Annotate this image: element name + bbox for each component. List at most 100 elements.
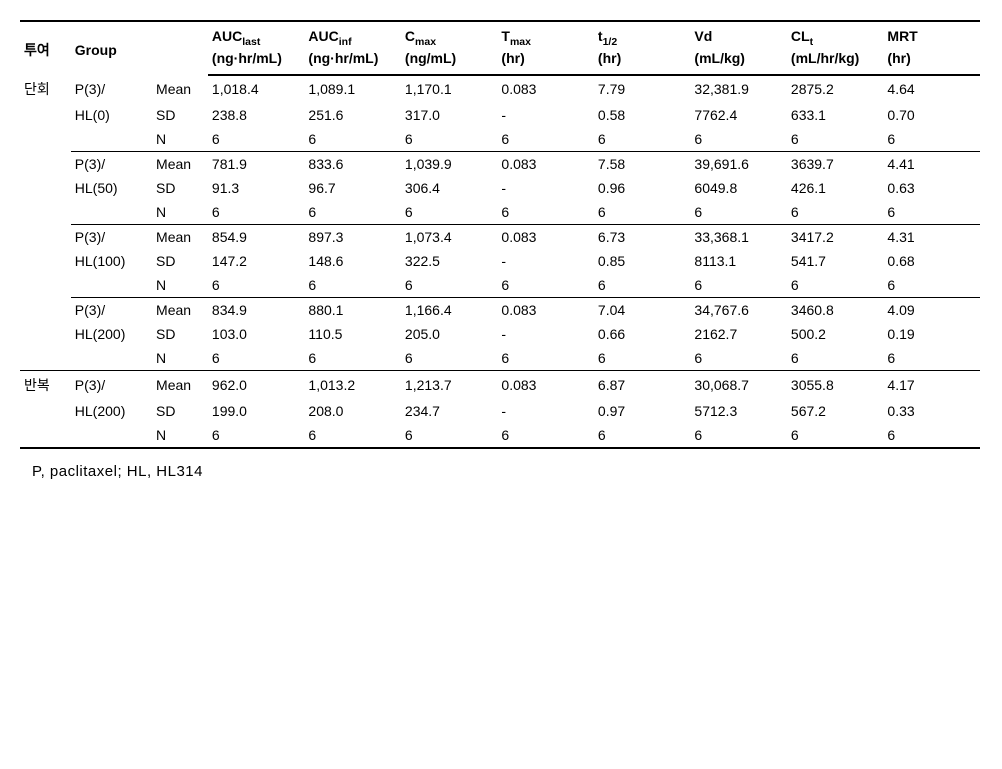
cell-admin — [20, 249, 71, 273]
cell-value: 5712.3 — [690, 399, 787, 423]
cell-value: 199.0 — [208, 399, 305, 423]
cell-stat: N — [152, 423, 208, 448]
col-header-cmax: Cmax — [401, 21, 498, 50]
cell-value: 0.70 — [883, 103, 980, 127]
cell-value: 110.5 — [304, 322, 401, 346]
cell-stat: SD — [152, 399, 208, 423]
cell-value: 148.6 — [304, 249, 401, 273]
table-header: 투여 Group AUClast AUCinf Cmax Tmax t1/2 V… — [20, 21, 980, 75]
cell-value: 6 — [401, 346, 498, 371]
cell-value: - — [497, 399, 594, 423]
cell-value: - — [497, 322, 594, 346]
pk-table-container: 투여 Group AUClast AUCinf Cmax Tmax t1/2 V… — [20, 20, 980, 449]
cell-value: 6 — [690, 273, 787, 298]
cell-value: 32,381.9 — [690, 75, 787, 103]
cell-value: 633.1 — [787, 103, 884, 127]
cell-value: 6 — [497, 200, 594, 225]
cell-value: 6 — [208, 273, 305, 298]
cell-value: 6.73 — [594, 224, 691, 249]
table-row: N66666666 — [20, 346, 980, 371]
cell-value: 6 — [304, 200, 401, 225]
cell-value: 251.6 — [304, 103, 401, 127]
cell-value: 6 — [787, 346, 884, 371]
col-unit-aucinf: (ng·hr/mL) — [304, 50, 401, 75]
cell-value: 3417.2 — [787, 224, 884, 249]
cell-value: 103.0 — [208, 322, 305, 346]
cell-value: 6 — [690, 423, 787, 448]
col-unit-mrt: (hr) — [883, 50, 980, 75]
cell-value: 854.9 — [208, 224, 305, 249]
cell-value: 2162.7 — [690, 322, 787, 346]
cell-value: 0.083 — [497, 370, 594, 399]
cell-value: 6 — [208, 127, 305, 152]
table-row: HL(200)SD103.0110.5205.0-0.662162.7500.2… — [20, 322, 980, 346]
cell-value: 500.2 — [787, 322, 884, 346]
cell-stat: Mean — [152, 224, 208, 249]
cell-value: 0.68 — [883, 249, 980, 273]
cell-value: 0.083 — [497, 297, 594, 322]
cell-value: 833.6 — [304, 151, 401, 176]
cell-value: 834.9 — [208, 297, 305, 322]
cell-value: 6 — [883, 273, 980, 298]
cell-admin — [20, 297, 71, 322]
cell-value: 6 — [304, 423, 401, 448]
cell-value: 7.79 — [594, 75, 691, 103]
cell-value: 8113.1 — [690, 249, 787, 273]
cell-stat: SD — [152, 103, 208, 127]
cell-value: 96.7 — [304, 176, 401, 200]
col-header-stat — [152, 21, 208, 75]
cell-value: 6 — [787, 423, 884, 448]
col-header-group: Group — [71, 21, 152, 75]
cell-value: 1,039.9 — [401, 151, 498, 176]
cell-value: 1,170.1 — [401, 75, 498, 103]
cell-value: 6 — [883, 200, 980, 225]
cell-group: HL(0) — [71, 103, 152, 127]
cell-value: 6 — [690, 127, 787, 152]
cell-admin — [20, 200, 71, 225]
cell-value: - — [497, 103, 594, 127]
table-body: 단회P(3)/Mean1,018.41,089.11,170.10.0837.7… — [20, 75, 980, 448]
col-unit-tmax: (hr) — [497, 50, 594, 75]
col-header-auclast: AUClast — [208, 21, 305, 50]
cell-value: 0.85 — [594, 249, 691, 273]
table-row: N66666666 — [20, 423, 980, 448]
cell-value: 0.58 — [594, 103, 691, 127]
cell-value: 0.63 — [883, 176, 980, 200]
table-row: N66666666 — [20, 200, 980, 225]
table-row: HL(200)SD199.0208.0234.7-0.975712.3567.2… — [20, 399, 980, 423]
cell-value: 1,089.1 — [304, 75, 401, 103]
cell-value: 6049.8 — [690, 176, 787, 200]
cell-value: 6 — [401, 127, 498, 152]
cell-value: 6.87 — [594, 370, 691, 399]
cell-admin — [20, 151, 71, 176]
cell-value: 6 — [883, 423, 980, 448]
table-row: P(3)/Mean834.9880.11,166.40.0837.0434,76… — [20, 297, 980, 322]
table-row: HL(50)SD91.396.7306.4-0.966049.8426.10.6… — [20, 176, 980, 200]
cell-value: 6 — [883, 346, 980, 371]
table-row: HL(100)SD147.2148.6322.5-0.858113.1541.7… — [20, 249, 980, 273]
cell-value: 0.97 — [594, 399, 691, 423]
cell-group: P(3)/ — [71, 297, 152, 322]
cell-value: 541.7 — [787, 249, 884, 273]
cell-value: 6 — [304, 273, 401, 298]
cell-value: 4.41 — [883, 151, 980, 176]
cell-value: 6 — [208, 346, 305, 371]
col-header-clt: CLt — [787, 21, 884, 50]
cell-value: 897.3 — [304, 224, 401, 249]
cell-value: 6 — [594, 273, 691, 298]
cell-value: 6 — [690, 200, 787, 225]
cell-group: HL(200) — [71, 399, 152, 423]
col-unit-cmax: (ng/mL) — [401, 50, 498, 75]
cell-stat: N — [152, 346, 208, 371]
cell-value: 6 — [304, 127, 401, 152]
col-unit-thalf: (hr) — [594, 50, 691, 75]
cell-value: 4.09 — [883, 297, 980, 322]
col-header-aucinf: AUCinf — [304, 21, 401, 50]
cell-group — [71, 200, 152, 225]
cell-stat: SD — [152, 322, 208, 346]
cell-value: 0.19 — [883, 322, 980, 346]
cell-stat: Mean — [152, 370, 208, 399]
cell-stat: SD — [152, 249, 208, 273]
cell-value: 6 — [594, 346, 691, 371]
cell-admin: 반복 — [20, 370, 71, 399]
